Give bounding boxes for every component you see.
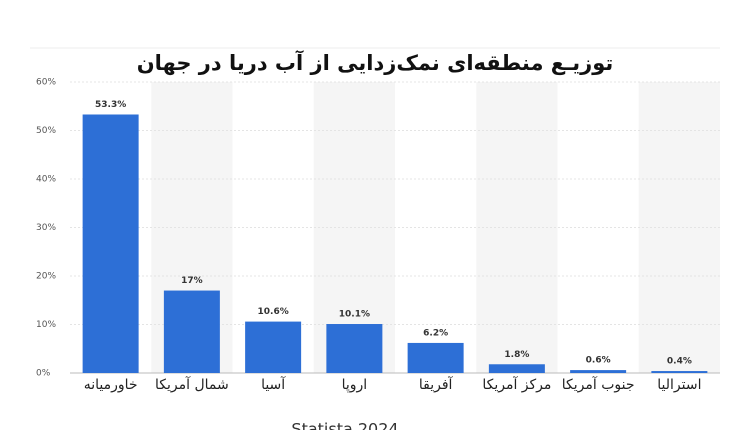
value-label: 53.3% [95,100,126,110]
x-tick-label: آفریقا [418,377,453,393]
bar [163,290,220,373]
bar [326,324,383,373]
y-tick-label: 20% [36,272,56,282]
value-label: 6.2% [423,328,448,338]
value-label: 10.6% [258,307,289,317]
value-label: 1.8% [504,350,529,360]
y-tick-label: 40% [36,175,56,185]
bar [488,364,545,373]
x-tick-label: اروپا [341,377,368,393]
bar [651,371,708,373]
y-tick-label: 30% [36,223,56,233]
x-tick-label: آسیا [261,377,286,393]
bar [570,370,627,373]
y-tick-label: 60% [36,78,56,88]
bar [82,114,139,374]
bar [407,342,464,373]
value-label: 10.1% [339,310,370,320]
bar [245,321,302,373]
source: Statista 2024 [291,420,398,430]
value-label: 0.4% [667,357,692,367]
x-tick-label: استرالیا [657,377,702,393]
value-label: 17% [181,276,203,286]
column-band [476,82,558,373]
x-tick-label: جنوب آمریکا [561,377,635,393]
value-label: 0.6% [586,356,611,366]
x-tick-label: مرکز آمریکا [482,377,552,393]
y-tick-label: 50% [36,126,56,136]
chart-title: توزیـع منطقه‌ای نمک‌زدایی از آب دریا در … [137,50,614,75]
y-tick-label: 10% [36,320,56,330]
x-tick-label: خاورمیانه [83,377,138,393]
x-tick-label: شمال آمریکا [155,377,229,393]
y-tick-label: 0% [36,369,51,379]
